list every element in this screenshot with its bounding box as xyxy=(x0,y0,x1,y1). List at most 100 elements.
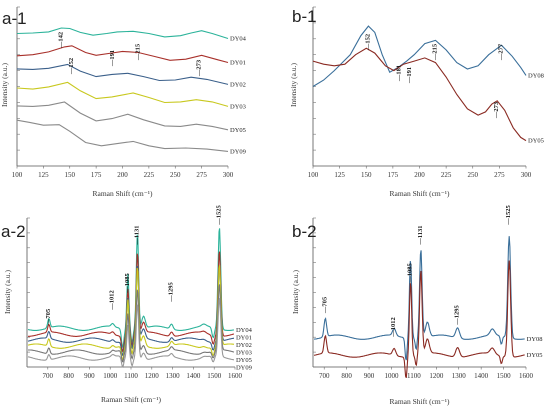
series-label-DY08: DY08 xyxy=(528,72,544,79)
x-tick-label: 125 xyxy=(334,171,345,179)
peak-label: —1525 xyxy=(215,205,222,226)
peak-label: —1525 xyxy=(505,205,512,226)
peak-label: —1131 xyxy=(417,225,424,245)
x-tick-label: 1300 xyxy=(452,372,467,380)
x-tick-label: 1100 xyxy=(124,372,138,380)
y-axis-label: Intensity (a.u.) xyxy=(3,270,12,314)
x-tick-label: 800 xyxy=(63,372,74,380)
panel-b-1: b-1 Raman Shift (cm⁻¹) Intensity (a.u.) 100… xyxy=(289,6,544,198)
series-label-DY05: DY05 xyxy=(528,138,544,145)
x-tick-label: 100 xyxy=(12,171,23,179)
panel-title: b-2 xyxy=(292,222,317,241)
x-tick-label: 150 xyxy=(65,171,76,179)
x-tick-label: 1000 xyxy=(384,372,399,380)
x-tick-label: 275 xyxy=(196,171,207,179)
x-tick-label: 175 xyxy=(91,171,102,179)
series-line-DY01 xyxy=(16,45,229,64)
series-line-DY09 xyxy=(27,297,235,368)
series-label-DY08: DY08 xyxy=(527,336,543,343)
peak-label: —215 xyxy=(134,43,141,61)
peak-label: —1085 xyxy=(407,263,414,284)
x-tick-label: 250 xyxy=(468,171,479,179)
x-tick-label: 150 xyxy=(361,171,372,179)
x-tick-label: 800 xyxy=(341,372,352,380)
series-line-DY03 xyxy=(27,264,235,362)
x-axis-label: Raman Shift (cm⁻¹) xyxy=(390,397,450,406)
series-line-DY02 xyxy=(16,63,229,85)
x-tick-label: 700 xyxy=(319,372,330,380)
peak-label: —152 xyxy=(364,34,371,51)
x-tick-label: 175 xyxy=(388,171,399,179)
x-tick-label: 1600 xyxy=(519,372,534,380)
x-tick-label: 300 xyxy=(521,171,532,179)
x-tick-label: 1500 xyxy=(497,372,512,380)
x-tick-label: 700 xyxy=(43,372,54,380)
series-label-DY04: DY04 xyxy=(236,327,253,334)
peak-label: —1295 xyxy=(168,282,175,303)
y-axis-label: Intensity (a.u.) xyxy=(291,270,300,314)
series-label-DY03: DY03 xyxy=(236,349,252,356)
x-tick-label: 1600 xyxy=(228,372,243,380)
x-tick-label: 225 xyxy=(441,171,452,179)
x-tick-label: 100 xyxy=(308,171,319,179)
panel-a-1: a-1 Raman Shift (cm⁻¹) Intensity (a.u.) 100… xyxy=(0,6,247,198)
x-tick-label: 1400 xyxy=(186,372,201,380)
peak-label: —1295 xyxy=(454,305,461,326)
x-tick-label: 200 xyxy=(414,171,425,179)
x-tick-label: 1300 xyxy=(166,372,181,380)
series-label-DY09: DY09 xyxy=(230,148,246,155)
series-line-DY09 xyxy=(16,119,229,152)
y-axis-label: Intensity (a.u.) xyxy=(289,63,298,107)
series-label-DY09: DY09 xyxy=(236,364,252,371)
series-label-DY02: DY02 xyxy=(236,342,252,349)
series-label-DY02: DY02 xyxy=(230,81,246,88)
series-line-DY04 xyxy=(27,228,235,349)
peak-label: —142 xyxy=(57,32,64,49)
peak-label: —152 xyxy=(68,58,75,75)
series-label-DY01: DY01 xyxy=(230,59,246,66)
x-tick-label: 250 xyxy=(170,171,181,179)
series-line-DY05 xyxy=(16,101,229,131)
peak-label: —705 xyxy=(45,308,52,326)
x-tick-label: 200 xyxy=(117,171,128,179)
peak-label: —273 xyxy=(493,101,500,119)
x-tick-label: 1400 xyxy=(474,372,489,380)
peak-label: —1012 xyxy=(390,317,397,338)
x-axis-label: Raman Shift (cm⁻¹) xyxy=(101,395,161,404)
series-label-DY04: DY04 xyxy=(230,36,247,43)
series-line-DY05 xyxy=(313,260,525,379)
peak-label: —191 xyxy=(406,67,413,84)
x-tick-label: 1500 xyxy=(207,372,222,380)
series-line-DY08 xyxy=(312,25,527,87)
x-tick-label: 1200 xyxy=(429,372,444,380)
panel-title: b-1 xyxy=(292,7,317,26)
series-line-DY05 xyxy=(312,47,527,142)
x-tick-label: 275 xyxy=(494,171,505,179)
series-line-DY05 xyxy=(28,284,235,363)
x-tick-label: 225 xyxy=(144,171,155,179)
series-label-DY05: DY05 xyxy=(527,352,543,359)
x-tick-label: 1100 xyxy=(407,372,421,380)
x-axis-label: Raman Shift (cm⁻¹) xyxy=(93,189,153,198)
x-tick-label: 1000 xyxy=(103,372,118,380)
x-axis-label: Raman Shift (cm⁻¹) xyxy=(390,189,450,198)
peak-label: —1085 xyxy=(124,273,131,294)
y-axis-label: Intensity (a.u.) xyxy=(0,63,9,107)
series-label-DY05: DY05 xyxy=(230,127,246,134)
panel-a-2: a-2 Raman Shift (cm⁻¹) Intensity (a.u.) 700… xyxy=(1,205,253,405)
x-tick-label: 300 xyxy=(223,171,234,179)
peak-label: —273 xyxy=(196,59,203,77)
series-line-DY01 xyxy=(27,251,235,353)
panel-b-2: b-2 Raman Shift (cm⁻¹) Intensity (a.u.) 700… xyxy=(291,205,543,407)
peak-label: —1131 xyxy=(133,225,140,245)
peak-label: —705 xyxy=(321,296,328,314)
x-tick-label: 900 xyxy=(364,372,375,380)
x-tick-label: 1200 xyxy=(145,372,160,380)
panel-title: a-1 xyxy=(2,9,27,28)
x-tick-label: 900 xyxy=(84,372,95,380)
series-label-DY01: DY01 xyxy=(236,334,252,341)
peak-label: —191 xyxy=(109,50,116,67)
panel-title: a-2 xyxy=(1,222,26,241)
series-line-DY02 xyxy=(27,265,235,357)
